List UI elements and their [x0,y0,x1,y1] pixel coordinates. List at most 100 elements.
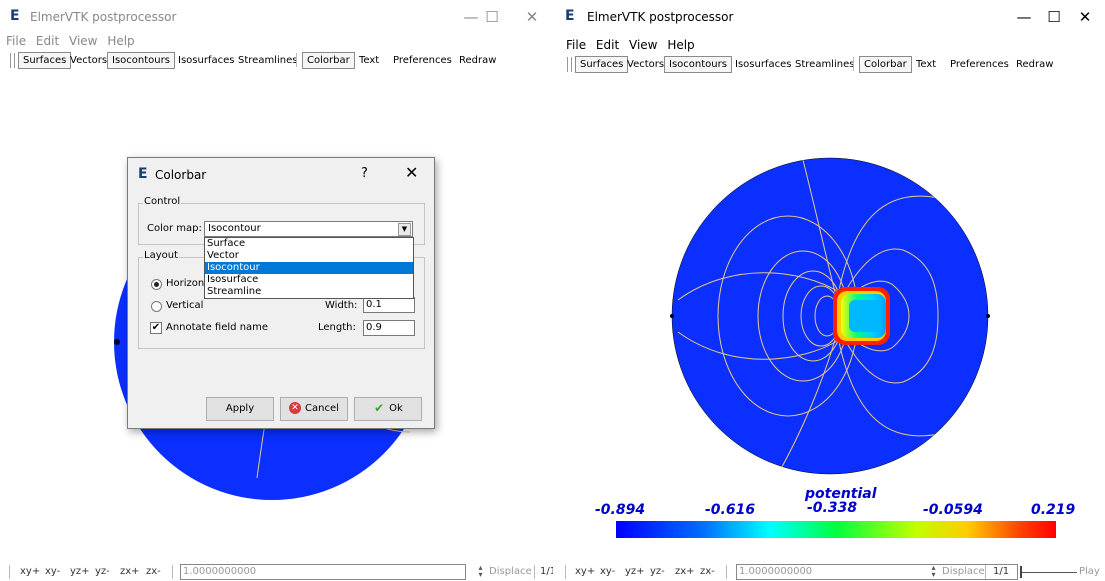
menu-file[interactable]: File [566,38,587,52]
tb-preferences[interactable]: Preferences [393,55,452,66]
bottom-grip[interactable] [565,565,569,579]
bottom-toolbar: xy+ xy- yz+ yz- zx+ zx- 1.0000000000 ▴ ▾ … [0,563,553,581]
colorbar-dialog: E Colorbar ? ✕ Control Color map: Isocon… [127,157,435,429]
length-label: Length: [318,322,356,333]
tb-isosurfaces[interactable]: Isosurfaces [735,59,792,70]
menu-help[interactable]: Help [107,34,135,48]
menu-edit[interactable]: Edit [595,38,620,52]
toolbar: Surfaces Vectors Isocontours Isosurfaces… [563,56,1105,73]
tb-streamlines[interactable]: Streamlines [238,55,298,66]
tb-redraw[interactable]: Redraw [459,55,497,66]
view-zx-plus[interactable]: zx+ [120,566,140,577]
tb-isosurfaces[interactable]: Isosurfaces [178,55,235,66]
toolbar-separator [296,53,300,67]
view-yz-plus[interactable]: yz+ [70,566,90,577]
annotate-checkbox[interactable]: ✔ [150,322,162,334]
dropdown-option-isosurface[interactable]: Isosurface [207,274,259,285]
color-map-dropdown: Surface Vector Isocontour Isosurface Str… [204,237,414,299]
menu-view[interactable]: View [69,34,98,48]
frame-slider-track[interactable] [1022,572,1077,573]
view-yz-minus[interactable]: yz- [95,566,110,577]
tb-preferences[interactable]: Preferences [950,59,1009,70]
domain-disk [671,157,989,475]
toolbar-separator [534,565,538,579]
minimize-button[interactable]: — [1016,8,1032,26]
view-xy-plus[interactable]: xy+ [20,566,41,577]
app-icon: E [10,8,20,24]
width-label: Width: [325,300,358,311]
horizontal-radio[interactable] [151,279,162,290]
view-xy-plus[interactable]: xy+ [575,566,596,577]
dropdown-option-streamline[interactable]: Streamline [207,286,262,297]
length-field[interactable]: 0.9 [363,320,415,336]
tb-surfaces[interactable]: Surfaces [18,52,72,69]
tb-redraw[interactable]: Redraw [1016,59,1054,70]
color-map-label: Color map: [147,223,202,234]
frame-label: 1/1 [993,566,1010,577]
menu-view[interactable]: View [629,38,658,52]
ok-button[interactable]: ✔ Ok [354,397,422,421]
scale-spinbox[interactable]: 1.0000000000 [180,564,466,580]
tb-isocontours[interactable]: Isocontours [107,52,175,69]
colorbar-tick-label: -0.616 [705,502,756,518]
tb-streamlines[interactable]: Streamlines [795,59,855,70]
tb-vectors[interactable]: Vectors [627,59,665,70]
dialog-app-icon: E [138,166,148,182]
boundary-point [670,314,674,318]
dropdown-option-isocontour[interactable]: Isocontour [205,262,413,274]
dialog-close-button[interactable]: ✕ [405,163,419,182]
control-group: Control Color map: Isocontour ▼ [138,196,425,245]
tb-text[interactable]: Text [916,59,937,70]
toolbar-grip[interactable] [567,57,572,72]
tb-text[interactable]: Text [359,55,380,66]
close-button[interactable]: ✕ [525,8,539,26]
checkmark-icon: ✔ [374,401,385,415]
menu-edit[interactable]: Edit [35,34,60,48]
play-button[interactable]: Play [1079,566,1100,577]
view-yz-plus[interactable]: yz+ [625,566,645,577]
displace-button[interactable]: Displace [942,566,985,577]
apply-button[interactable]: Apply [206,397,274,421]
view-xy-minus[interactable]: xy- [45,566,61,577]
cancel-button[interactable]: ✕ Cancel [280,397,348,421]
color-map-value: Isocontour [208,223,261,234]
toolbar-grip[interactable] [10,53,15,68]
title-bar: E ElmerVTK postprocessor — ☐ ✕ [553,0,1105,34]
right-render-view[interactable] [553,0,1105,560]
view-zx-plus[interactable]: zx+ [675,566,695,577]
scale-spinbox[interactable]: 1.0000000000 [736,564,1018,580]
width-field[interactable]: 0.1 [363,297,415,313]
tb-vectors[interactable]: Vectors [70,55,108,66]
menu-help[interactable]: Help [667,38,695,52]
tb-colorbar[interactable]: Colorbar [859,56,912,73]
colorbar-field-name: potential [805,486,877,502]
left-window: E ElmerVTK postprocessor — ☐ ✕ File Edit… [0,0,553,581]
tb-isocontours[interactable]: Isocontours [664,56,732,73]
minimize-button[interactable]: — [463,8,479,26]
vertical-radio[interactable] [151,301,162,312]
close-button[interactable]: ✕ [1078,8,1092,26]
maximize-button[interactable]: ☐ [1047,8,1061,26]
dropdown-option-surface[interactable]: Surface [207,238,246,249]
menu-file[interactable]: File [6,34,27,48]
title-bar: E ElmerVTK postprocessor — ☐ ✕ [0,0,553,34]
bottom-grip[interactable] [9,565,13,579]
spinner-arrows-icon[interactable]: ▴ ▾ [478,563,483,579]
colorbar-tick-label: 0.219 [1031,502,1076,518]
frame-slider-handle[interactable] [1020,566,1022,578]
view-yz-minus[interactable]: yz- [650,566,665,577]
view-zx-minus[interactable]: zx- [146,566,161,577]
dropdown-option-vector[interactable]: Vector [207,250,239,261]
view-zx-minus[interactable]: zx- [700,566,715,577]
chevron-down-icon[interactable]: ▼ [398,223,411,236]
tb-colorbar[interactable]: Colorbar [302,52,355,69]
tb-surfaces[interactable]: Surfaces [575,56,629,73]
spinner-arrows-icon[interactable]: ▴ ▾ [931,563,936,579]
view-xy-minus[interactable]: xy- [600,566,616,577]
help-button[interactable]: ? [361,166,368,181]
color-map-select[interactable]: Isocontour ▼ [204,221,413,237]
app-icon: E [565,8,575,24]
colorbar-tick-label: -0.338 [807,500,858,516]
maximize-button[interactable]: ☐ [485,8,499,26]
displace-button[interactable]: Displace [489,566,532,577]
